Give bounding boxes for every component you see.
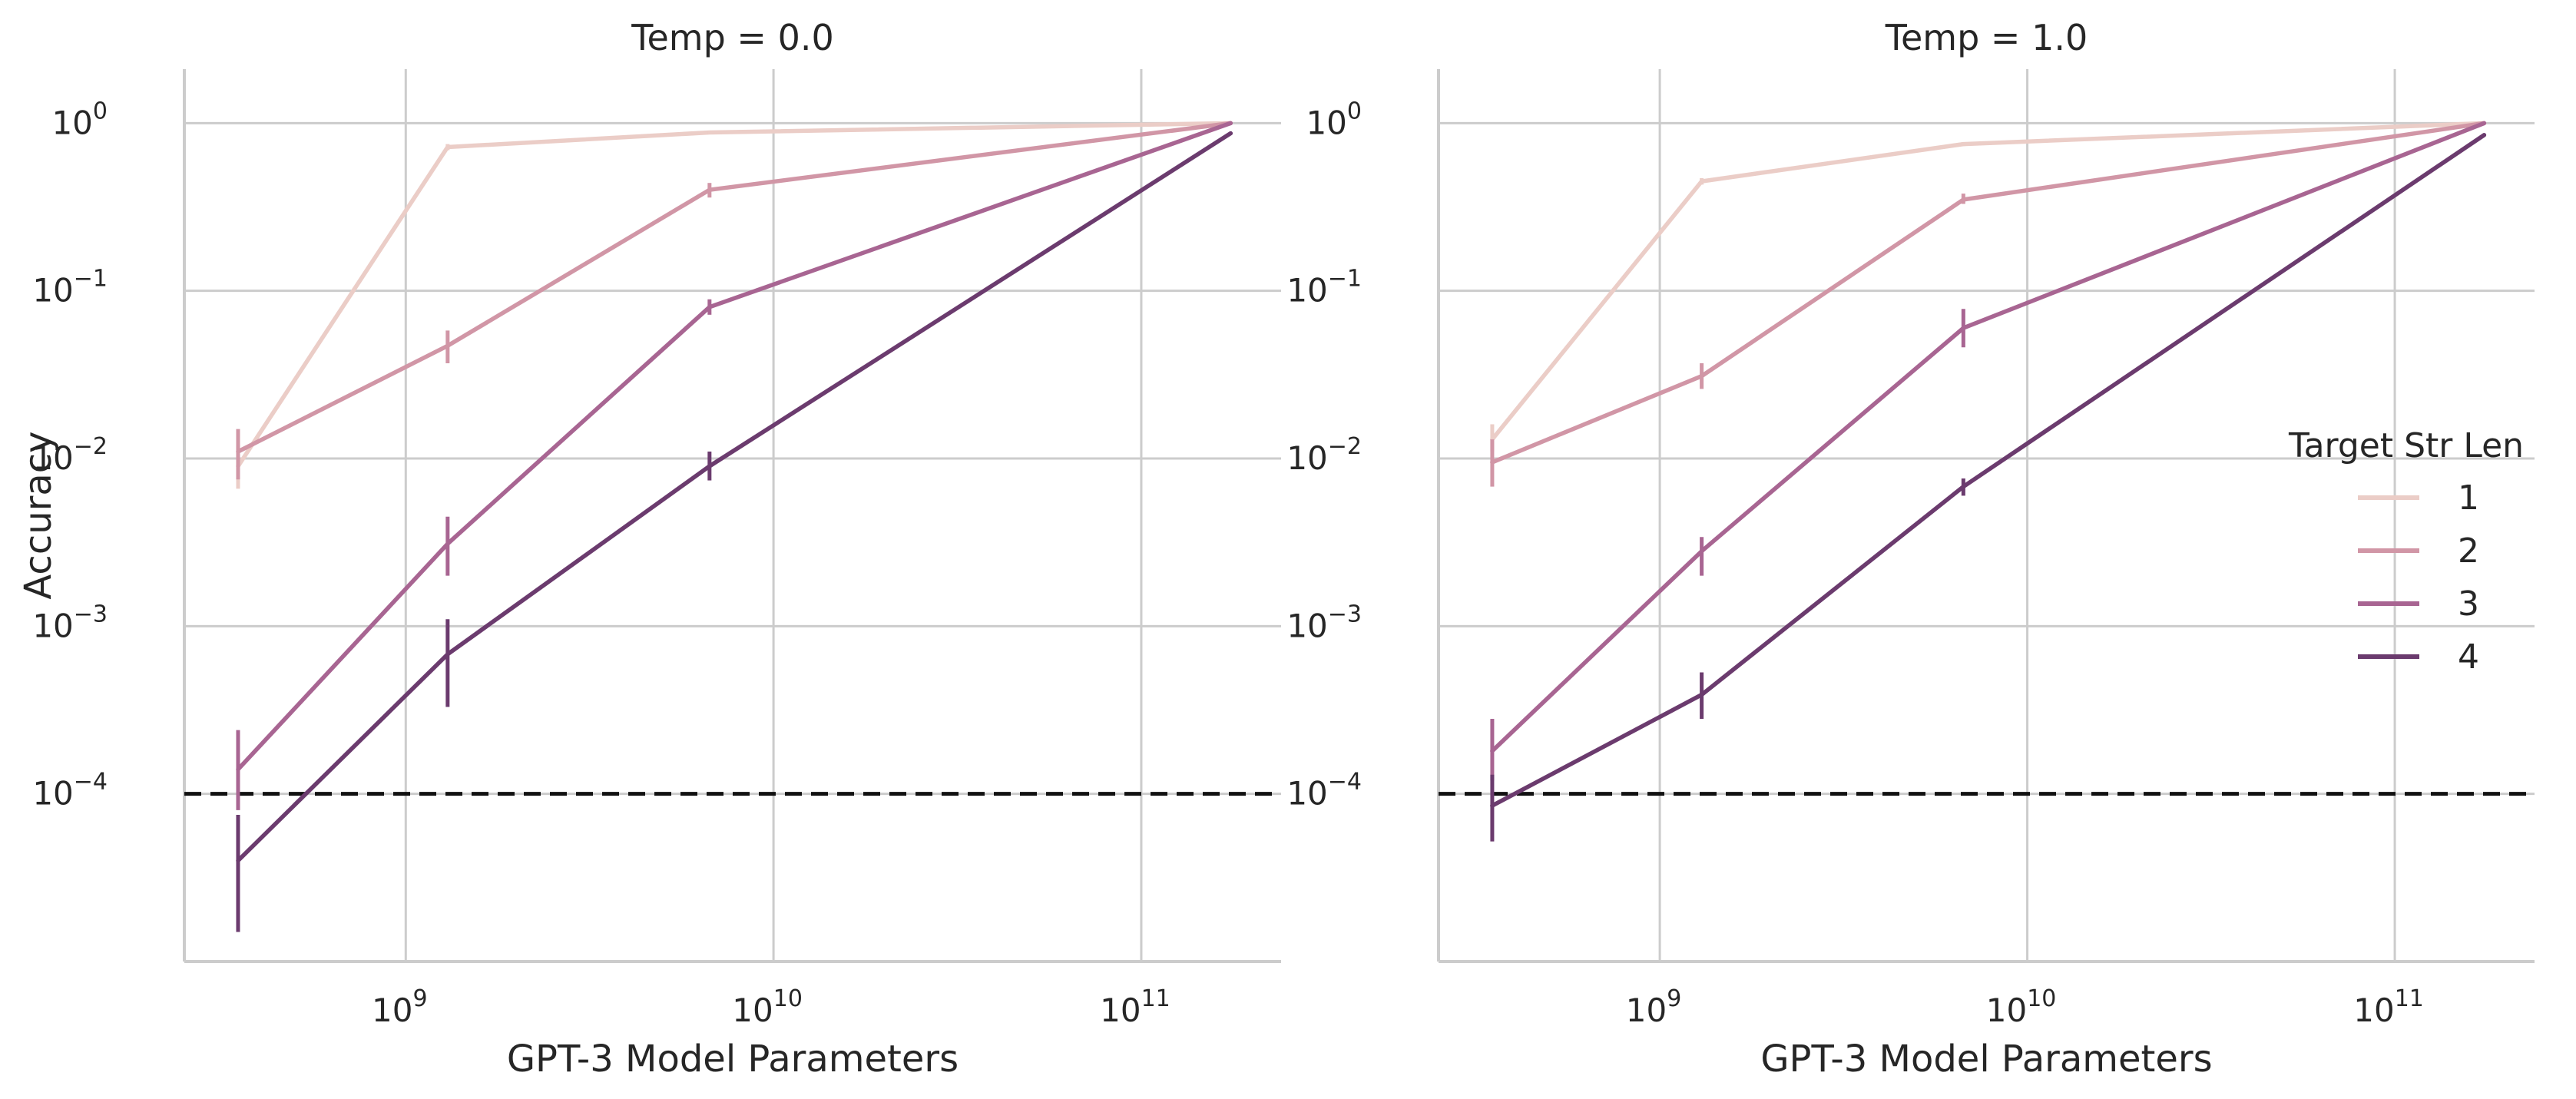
grid (184, 69, 1281, 962)
panel-title: Temp = 1.0 (1885, 17, 2088, 58)
y-tick-label: 10−4 (32, 769, 108, 813)
series-line (1490, 121, 2487, 753)
series-3 (236, 121, 1233, 810)
series-line (1490, 121, 2487, 465)
legend-title: Target Str Len (2288, 426, 2524, 465)
x-tick-label: 1010 (1986, 985, 2057, 1029)
y-tick-label: 10−1 (32, 266, 108, 310)
series-2 (236, 121, 1233, 480)
y-tick-label: 10−1 (1286, 266, 1362, 310)
series-4 (236, 131, 1233, 932)
y-tick-label: 10−3 (32, 601, 108, 644)
x-tick-label: 1011 (2353, 985, 2424, 1029)
legend-label: 2 (2458, 531, 2479, 571)
x-tick-label: 1011 (1100, 985, 1170, 1029)
x-tick-label: 109 (372, 985, 428, 1029)
series-line (236, 121, 1233, 454)
series-1 (236, 121, 1233, 489)
grid (1439, 69, 2535, 962)
series-line (1490, 133, 2487, 808)
legend-label: 3 (2458, 584, 2479, 624)
y-tick-label: 10−3 (1286, 601, 1362, 644)
x-axis-label: GPT-3 Model Parameters (1760, 1038, 2212, 1081)
legend-label: 1 (2458, 478, 2479, 518)
x-axis-label: GPT-3 Model Parameters (507, 1038, 959, 1081)
y-tick-label: 10−2 (1286, 433, 1362, 477)
x-tick-label: 1010 (732, 985, 803, 1029)
legend-label: 4 (2458, 637, 2479, 677)
series-line (236, 121, 1233, 772)
series-4 (1490, 133, 2487, 842)
y-tick-label: 100 (1306, 98, 1362, 141)
panel-2: 109 1010 1011 100 10−1 10−2 10−3 10−4 Temp = 1.0… (1286, 17, 2535, 1081)
x-tick-label: 109 (1626, 985, 1682, 1029)
series-line (236, 131, 1233, 863)
y-tick-label: 100 (51, 98, 108, 141)
series-line (236, 121, 1233, 468)
series-3 (1490, 121, 2487, 781)
y-tick-label: 10−4 (1286, 769, 1362, 813)
series-line (1490, 121, 2487, 442)
legend: Target Str Len 1 2 3 4 (2288, 426, 2524, 677)
panel-title: Temp = 0.0 (631, 17, 834, 58)
y-axis-label: Accuracy (17, 431, 60, 599)
